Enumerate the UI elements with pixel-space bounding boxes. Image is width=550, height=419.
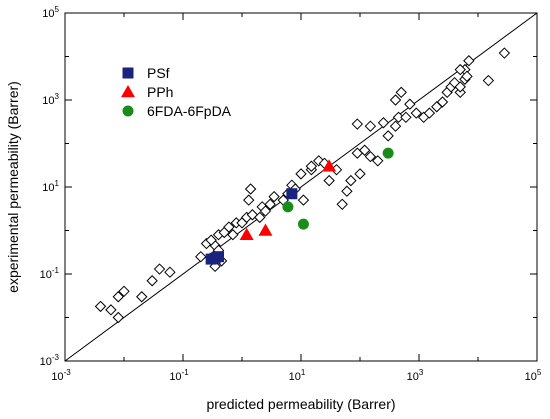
point-other-polymer — [436, 96, 449, 108]
x-tick-exponent: 3 — [419, 368, 424, 377]
point-other-polymer — [351, 118, 364, 130]
x-tick-base: 10 — [51, 371, 63, 383]
legend: PSf PPh 6FDA-6FpDA — [121, 65, 232, 119]
x-tick-base: 10 — [289, 371, 301, 383]
point-pph — [258, 223, 273, 236]
point-other-polymer — [382, 130, 394, 142]
legend-marker-pph — [121, 85, 135, 98]
point-other-polymer — [377, 117, 390, 129]
y-tick-label: 10-3 — [40, 353, 60, 368]
y-tick-base: 10 — [42, 95, 54, 107]
legend-label-6fda-6fpda: 6FDA-6FpDA — [147, 103, 232, 119]
y-tick-label: 103 — [42, 92, 59, 107]
point-other-polymer — [372, 155, 384, 167]
legend-marker-6fda-6fpda — [122, 105, 134, 117]
x-tick-label: 103 — [407, 368, 424, 383]
point-6fda-6fpda — [282, 201, 294, 213]
y-tick-label: 101 — [42, 179, 59, 194]
y-axis-label: experimental permeability (Barrer) — [5, 81, 21, 293]
point-other-polymer — [400, 111, 412, 124]
point-other-polymer — [336, 198, 348, 211]
x-tick-exponent: 5 — [537, 368, 542, 377]
point-other-polymer — [454, 63, 466, 76]
y-tick-base: 10 — [40, 269, 52, 281]
point-other-polymer — [354, 168, 366, 180]
point-other-polymer — [297, 194, 310, 206]
point-other-polymer — [404, 98, 416, 110]
point-other-polymer — [498, 47, 511, 59]
point-other-polymer — [454, 81, 466, 93]
x-tick-base: 10 — [525, 371, 537, 383]
point-other-polymer — [389, 120, 402, 132]
data-points — [94, 47, 511, 324]
point-other-polymer — [341, 185, 353, 197]
point-other-polymer — [358, 144, 371, 156]
point-other-polymer — [410, 107, 423, 119]
point-other-polymer — [364, 150, 377, 163]
point-other-polymer — [482, 74, 495, 87]
y-tick-label: 105 — [42, 5, 59, 20]
axis-ticks — [64, 12, 538, 362]
point-other-polymer — [243, 194, 255, 206]
point-other-polymer — [295, 168, 307, 180]
point-other-polymer — [164, 266, 176, 278]
point-other-polymer — [364, 120, 377, 132]
point-other-polymer — [223, 221, 235, 233]
point-other-polymer — [195, 250, 207, 263]
x-tick-label: 101 — [289, 368, 306, 383]
y-tick-label: 10-1 — [40, 266, 60, 281]
point-other-polymer — [423, 107, 436, 119]
legend-label-pph: PPh — [147, 84, 173, 100]
point-6fda-6fpda — [382, 147, 394, 159]
y-tick-base: 10 — [40, 356, 52, 368]
point-other-polymer — [259, 205, 272, 217]
point-other-polymer — [463, 55, 475, 67]
point-other-polymer — [118, 285, 130, 298]
point-pph — [239, 227, 254, 240]
y-tick-exponent: 1 — [55, 179, 60, 188]
point-other-polymer — [345, 174, 357, 187]
point-other-polymer — [112, 311, 124, 324]
y-tick-exponent: -3 — [52, 353, 60, 362]
x-tick-exponent: 1 — [301, 368, 306, 377]
point-other-polymer — [395, 86, 407, 99]
legend-marker-psf — [122, 67, 134, 79]
point-other-polymer — [389, 94, 402, 106]
point-other-polymer — [323, 174, 335, 187]
point-other-polymer — [105, 304, 117, 316]
x-tick-label: 105 — [525, 368, 542, 383]
x-tick-label: 10-1 — [169, 368, 189, 383]
point-psf — [213, 251, 225, 263]
y-tick-exponent: 3 — [55, 92, 60, 101]
point-other-polymer — [112, 291, 124, 303]
x-tick-base: 10 — [169, 371, 181, 383]
point-other-polymer — [461, 70, 473, 83]
y-tick-base: 10 — [42, 182, 54, 194]
x-tick-label: 10-3 — [51, 368, 71, 383]
point-other-polymer — [136, 291, 148, 303]
point-other-polymer — [254, 211, 266, 224]
point-other-polymer — [146, 275, 158, 287]
point-other-polymer — [305, 160, 318, 172]
point-psf — [286, 188, 298, 200]
point-other-polymer — [94, 300, 107, 313]
point-other-polymer — [268, 190, 280, 203]
x-tick-base: 10 — [407, 371, 419, 383]
point-other-polymer — [264, 198, 276, 211]
point-other-polymer — [205, 234, 217, 246]
point-other-polymer — [153, 263, 166, 275]
x-axis-label: predicted permeability (Barrer) — [206, 396, 395, 412]
x-tick-exponent: -3 — [64, 368, 72, 377]
y-tick-exponent: 5 — [55, 5, 60, 14]
point-pph — [322, 159, 337, 172]
x-tick-exponent: -1 — [182, 368, 190, 377]
point-other-polymer — [244, 183, 257, 195]
point-other-polymer — [227, 229, 239, 241]
y-tick-exponent: -1 — [52, 266, 60, 275]
y-tick-base: 10 — [42, 8, 54, 20]
point-6fda-6fpda — [297, 218, 309, 230]
legend-label-psf: PSf — [147, 65, 170, 81]
